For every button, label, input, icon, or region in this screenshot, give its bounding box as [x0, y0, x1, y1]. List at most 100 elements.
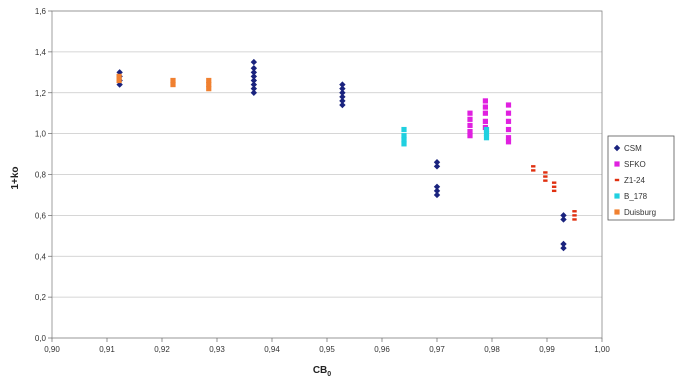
y-axis-ticks: 0,0 0,2 0,4 0,6 0,8 1,0 1,2 1,4 1,6	[35, 7, 52, 343]
data-point-z1-24	[543, 171, 548, 174]
legend-marker-z1-24	[614, 178, 620, 182]
data-point-sfko	[482, 118, 488, 124]
x-tick-label: 0,99	[539, 345, 555, 354]
data-point-csm	[560, 212, 567, 219]
data-point-sfko	[505, 135, 512, 141]
data-point-csm	[250, 58, 258, 66]
legend-item-duisburg: Duisburg	[614, 208, 656, 217]
data-point-csm	[433, 159, 441, 166]
y-tick-label: 1,6	[35, 7, 47, 16]
x-tick-label: 0,96	[374, 345, 390, 354]
data-point-z1-24	[543, 175, 548, 178]
y-tick-label: 0,8	[35, 171, 47, 180]
data-point-csm	[250, 77, 258, 84]
y-axis-title: 1+ko	[10, 166, 21, 189]
legend-marker-b-178	[614, 193, 620, 199]
data-point-csm	[433, 163, 441, 170]
legend-item-b-178: B_178	[614, 192, 648, 201]
data-point-duisburg	[116, 77, 122, 84]
data-point-csm	[250, 69, 258, 76]
data-point-csm	[433, 183, 441, 190]
x-axis-title-subscript: 0	[327, 371, 331, 378]
legend-item-sfko: SFKO	[614, 160, 646, 169]
x-tick-label: 0,97	[429, 345, 445, 354]
data-point-csm	[339, 81, 346, 88]
series-b-178	[401, 126, 490, 147]
data-point-sfko	[482, 98, 488, 104]
data-point-csm	[433, 187, 441, 195]
x-tick-label: 0,95	[319, 345, 335, 354]
x-axis-title: CB0	[313, 365, 331, 378]
data-point-csm	[339, 101, 346, 109]
data-point-duisburg	[170, 81, 176, 88]
data-point-sfko	[467, 128, 473, 135]
data-point-sfko	[505, 102, 512, 108]
x-tick-label: 0,98	[484, 345, 500, 354]
data-point-duisburg	[170, 77, 176, 84]
data-point-b-178	[483, 135, 490, 141]
y-tick-label: 1,2	[35, 89, 47, 98]
data-point-b-178	[401, 133, 407, 139]
data-point-sfko	[505, 110, 512, 116]
legend-label-z1-24: Z1-24	[624, 176, 645, 185]
y-tick-label: 0,6	[35, 211, 47, 220]
data-point-csm	[560, 216, 567, 223]
data-point-duisburg	[206, 81, 212, 88]
data-point-z1-24	[572, 218, 577, 221]
data-point-csm	[250, 65, 258, 72]
data-point-csm	[339, 93, 346, 101]
data-point-b-178	[401, 137, 407, 143]
legend: CSM SFKO Z1-24 B_178 Duisburg	[607, 135, 675, 221]
data-point-sfko	[505, 118, 512, 124]
x-tick-label: 0,94	[264, 345, 280, 354]
gridlines	[52, 10, 602, 339]
series-duisburg	[116, 73, 212, 92]
y-tick-label: 1,0	[35, 130, 47, 139]
legend-label-csm: CSM	[624, 144, 642, 153]
x-tick-label: 0,90	[44, 345, 60, 354]
data-point-b-178	[483, 126, 490, 133]
legend-marker-duisburg	[614, 209, 620, 215]
data-point-csm	[339, 97, 346, 105]
legend-box	[607, 135, 675, 221]
legend-marker-sfko	[614, 161, 620, 167]
legend-item-csm: CSM	[613, 144, 642, 153]
legend-label-duisburg: Duisburg	[624, 208, 656, 217]
data-point-z1-24	[572, 210, 577, 213]
data-point-csm	[339, 85, 346, 92]
x-tick-label: 1,00	[594, 345, 610, 354]
data-point-sfko	[482, 110, 488, 116]
series-csm	[116, 58, 567, 252]
data-point-sfko	[482, 104, 488, 110]
x-axis-title-main: CB	[313, 365, 327, 376]
data-point-b-178	[401, 141, 407, 147]
legend-item-z1-24: Z1-24	[614, 176, 645, 185]
series-z1-24	[531, 165, 577, 221]
x-tick-label: 0,93	[209, 345, 225, 354]
legend-label-sfko: SFKO	[624, 160, 646, 169]
data-point-csm	[433, 191, 441, 199]
data-point-z1-24	[531, 169, 536, 172]
data-point-csm	[339, 89, 346, 96]
legend-marker-csm	[613, 144, 621, 152]
data-point-z1-24	[543, 179, 548, 182]
x-tick-label: 0,91	[99, 345, 115, 354]
data-point-duisburg	[116, 73, 122, 79]
data-point-csm	[560, 240, 567, 248]
data-point-b-178	[401, 126, 407, 133]
x-axis-ticks: 0,90 0,91 0,92 0,93 0,94 0,95 0,96 0,97 0,98 0,99…	[44, 338, 610, 354]
data-point-csm	[250, 85, 258, 92]
legend-label-b-178: B_178	[624, 192, 648, 201]
data-point-z1-24	[551, 181, 557, 184]
data-point-sfko	[467, 122, 473, 129]
data-point-b-178	[483, 131, 490, 137]
data-point-csm	[250, 81, 258, 88]
data-point-sfko	[505, 139, 512, 145]
data-point-csm	[250, 73, 258, 80]
y-tick-label: 0,0	[35, 334, 47, 343]
data-point-duisburg	[206, 77, 212, 84]
data-point-sfko	[467, 110, 473, 116]
x-tick-label: 0,92	[154, 345, 170, 354]
y-tick-label: 1,4	[35, 48, 47, 57]
